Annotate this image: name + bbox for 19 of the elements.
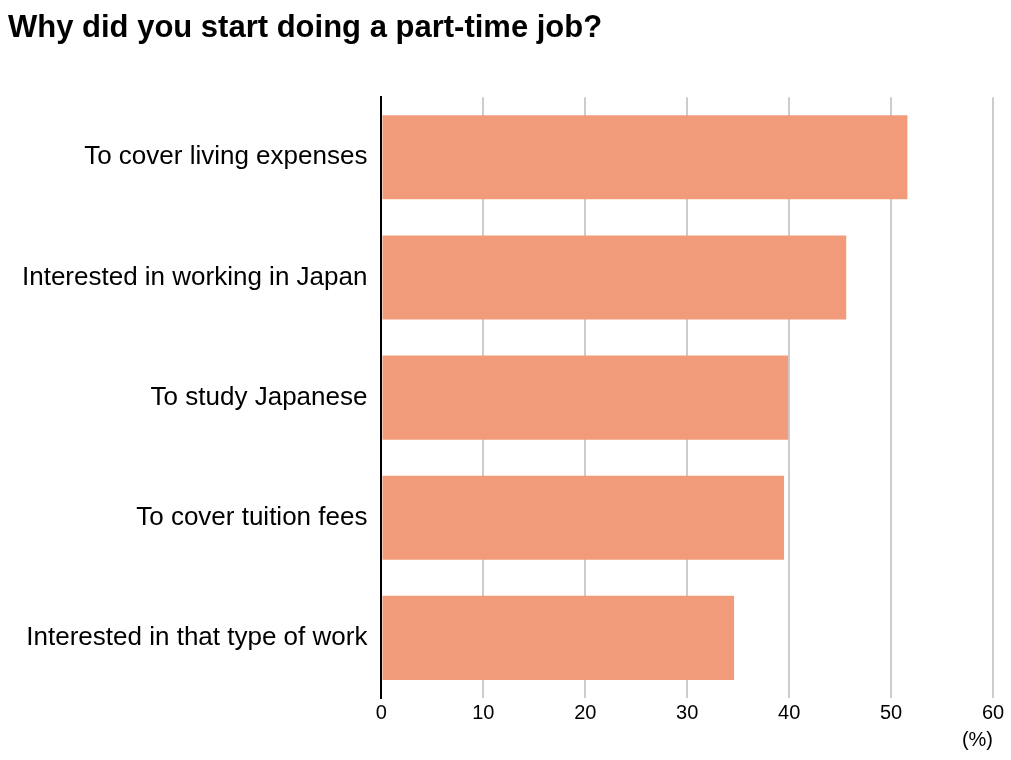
bar [382, 355, 789, 440]
x-tick-label: 10 [472, 700, 495, 723]
x-tick-label: 30 [676, 700, 699, 723]
x-axis-title: (%) [961, 727, 993, 750]
x-tick-label: 50 [879, 700, 903, 723]
bar [382, 475, 785, 560]
x-tick-label: 0 [375, 700, 387, 723]
x-tick-label: 40 [778, 700, 801, 723]
bar [382, 595, 735, 680]
bar [382, 115, 908, 200]
y-tick-label: Interested in working in Japan [21, 260, 368, 291]
chart-title: Why did you start doing a part-time job? [8, 9, 603, 45]
bar [382, 235, 847, 320]
y-tick-label: Interested in that type of work [26, 621, 369, 652]
y-tick-label: To cover tuition fees [136, 500, 368, 531]
y-tick-label: To cover living expenses [84, 140, 368, 171]
x-tick-label: 20 [574, 700, 597, 723]
x-tick-label: 60 [981, 700, 1005, 723]
y-tick-label: To study Japanese [150, 380, 368, 411]
